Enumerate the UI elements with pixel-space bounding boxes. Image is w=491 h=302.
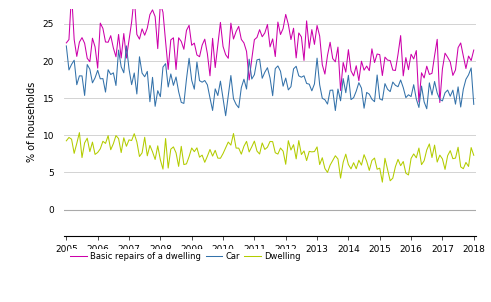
Dwelling	[87, 150, 93, 153]
Car	[123, 44, 129, 48]
Y-axis label: % of households: % of households	[27, 82, 37, 162]
Car	[303, 82, 309, 85]
Basic repairs of a dwelling	[176, 36, 182, 40]
Basic repairs of a dwelling	[79, 36, 85, 40]
Car	[77, 74, 82, 78]
Dwelling	[471, 153, 477, 157]
Basic repairs of a dwelling	[218, 21, 223, 24]
Line: Basic repairs of a dwelling: Basic repairs of a dwelling	[66, 0, 474, 102]
Dwelling	[77, 131, 82, 134]
Dwelling	[176, 165, 182, 168]
Car	[63, 44, 69, 48]
Basic repairs of a dwelling	[395, 53, 401, 56]
Line: Car: Car	[66, 46, 474, 116]
Car	[218, 79, 223, 83]
Basic repairs of a dwelling	[87, 60, 93, 63]
Basic repairs of a dwelling	[63, 41, 69, 45]
Dwelling	[218, 156, 223, 160]
Dwelling	[63, 139, 69, 143]
Car	[223, 114, 229, 117]
Line: Dwelling: Dwelling	[66, 133, 474, 182]
Car	[471, 103, 477, 106]
Basic repairs of a dwelling	[437, 101, 443, 104]
Dwelling	[380, 180, 385, 184]
Dwelling	[398, 164, 404, 168]
Basic repairs of a dwelling	[471, 48, 477, 52]
Basic repairs of a dwelling	[301, 59, 307, 62]
Dwelling	[301, 149, 307, 153]
Car	[84, 63, 90, 66]
Car	[398, 78, 404, 82]
Dwelling	[79, 156, 85, 159]
Legend: Basic repairs of a dwelling, Car, Dwelling: Basic repairs of a dwelling, Car, Dwelli…	[68, 249, 303, 263]
Car	[176, 90, 182, 94]
